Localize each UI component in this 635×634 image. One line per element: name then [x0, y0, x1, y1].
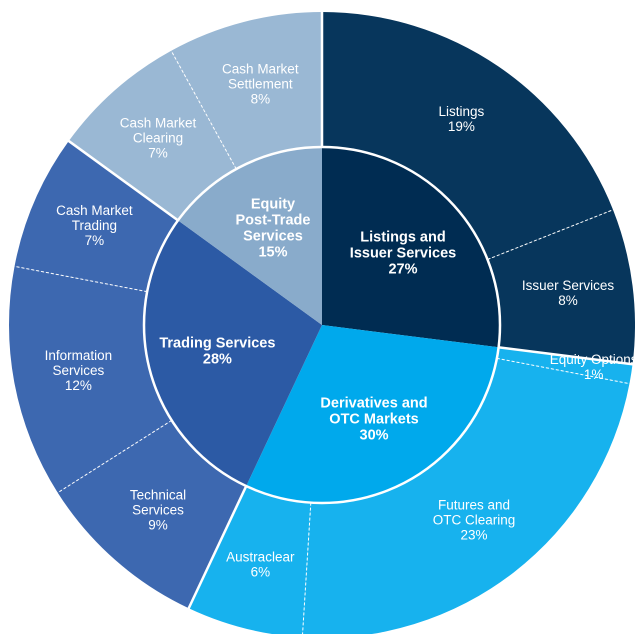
inner-equity-post-trade-services-label-line: Post-Trade — [236, 213, 311, 229]
outer-equity-options-percent: 1% — [584, 367, 604, 382]
outer-divider — [170, 49, 237, 170]
outer-slice-futures-and-otc-clearing — [302, 358, 630, 634]
outer-slice-issuer-services — [487, 209, 635, 365]
outer-divider — [13, 265, 148, 293]
outer-equity-options-label-line: Equity Options — [550, 352, 635, 367]
outer-divider — [56, 419, 172, 494]
outer-slice-cash-market-trading — [14, 141, 178, 292]
inner-ring — [143, 147, 500, 503]
inner-border — [142, 145, 502, 505]
outer-ring — [9, 12, 635, 634]
inner-slice-equity-post-trade-services — [177, 147, 322, 325]
outer-futures-and-otc-clearing-label-line: Futures and — [438, 498, 510, 513]
outer-information-services-label-line: Services — [53, 363, 105, 378]
inner-slice-listings-and-issuer-services — [322, 147, 500, 348]
outer-austraclear-label-line: Austraclear — [226, 549, 295, 564]
outer-cash-market-clearing-label-line: Clearing — [133, 131, 183, 146]
outer-slice-listings — [322, 12, 614, 260]
outer-technical-services-label-line: Technical — [130, 488, 186, 503]
outer-information-services-label-line: Information — [45, 348, 113, 363]
inner-ring-border — [142, 145, 502, 505]
inner-derivatives-and-otc-markets-label-line: Derivatives and — [320, 395, 427, 411]
outer-divider — [487, 208, 615, 260]
outer-futures-and-otc-clearing-percent: 23% — [460, 528, 487, 543]
inner-listings-and-issuer-services-label-line: Listings and — [360, 229, 445, 245]
outer-information-services-percent: 12% — [65, 378, 92, 393]
inner-listings-and-issuer-services-label-line: Issuer Services — [350, 245, 456, 261]
outer-listings-label-line: Listings — [439, 104, 485, 119]
inner-slice-trading-services — [143, 220, 322, 487]
outer-slice-austraclear — [188, 486, 311, 634]
inner-equity-post-trade-services-label-line: Equity — [251, 197, 295, 213]
outer-austraclear-percent: 6% — [251, 564, 271, 579]
outer-issuer-services-label-line: Issuer Services — [522, 278, 615, 293]
inner-equity-post-trade-services-percent: 15% — [258, 245, 287, 261]
inner-slice-derivatives-and-otc-markets — [246, 325, 499, 503]
outer-cash-market-settlement-label-line: Settlement — [228, 76, 293, 91]
inner-derivatives-and-otc-markets-percent: 30% — [360, 427, 389, 443]
outer-futures-and-otc-clearing-label-line: OTC Clearing — [433, 513, 516, 528]
outer-technical-services-label-line: Services — [132, 503, 184, 518]
outer-cash-market-settlement-label-line: Cash Market — [222, 61, 299, 76]
outer-slice-equity-options — [496, 347, 633, 384]
outer-slice-information-services — [9, 266, 172, 493]
outer-cash-market-trading-label-line: Cash Market — [56, 203, 133, 218]
outer-divider — [496, 357, 631, 385]
outer-cash-market-clearing-percent: 7% — [148, 146, 168, 161]
inner-listings-and-issuer-services-percent: 27% — [388, 261, 417, 277]
outer-listings-percent: 19% — [448, 119, 475, 134]
outer-cash-market-clearing-label-line: Cash Market — [120, 116, 197, 131]
outer-issuer-services-percent: 8% — [558, 293, 578, 308]
outer-slice-cash-market-settlement — [171, 12, 322, 170]
inner-equity-post-trade-services-label-line: Services — [243, 229, 303, 245]
outer-divider — [302, 502, 312, 634]
outer-cash-market-settlement-percent: 8% — [251, 91, 271, 106]
inner-trading-services-label-line: Trading Services — [159, 336, 275, 352]
inner-trading-services-percent: 28% — [203, 352, 232, 368]
outer-cash-market-trading-label-line: Trading — [72, 218, 117, 233]
outer-slice-technical-services — [57, 420, 247, 609]
outer-cash-market-trading-percent: 7% — [85, 233, 105, 248]
inner-derivatives-and-otc-markets-label-line: OTC Markets — [329, 411, 418, 427]
outer-technical-services-percent: 9% — [148, 518, 168, 533]
